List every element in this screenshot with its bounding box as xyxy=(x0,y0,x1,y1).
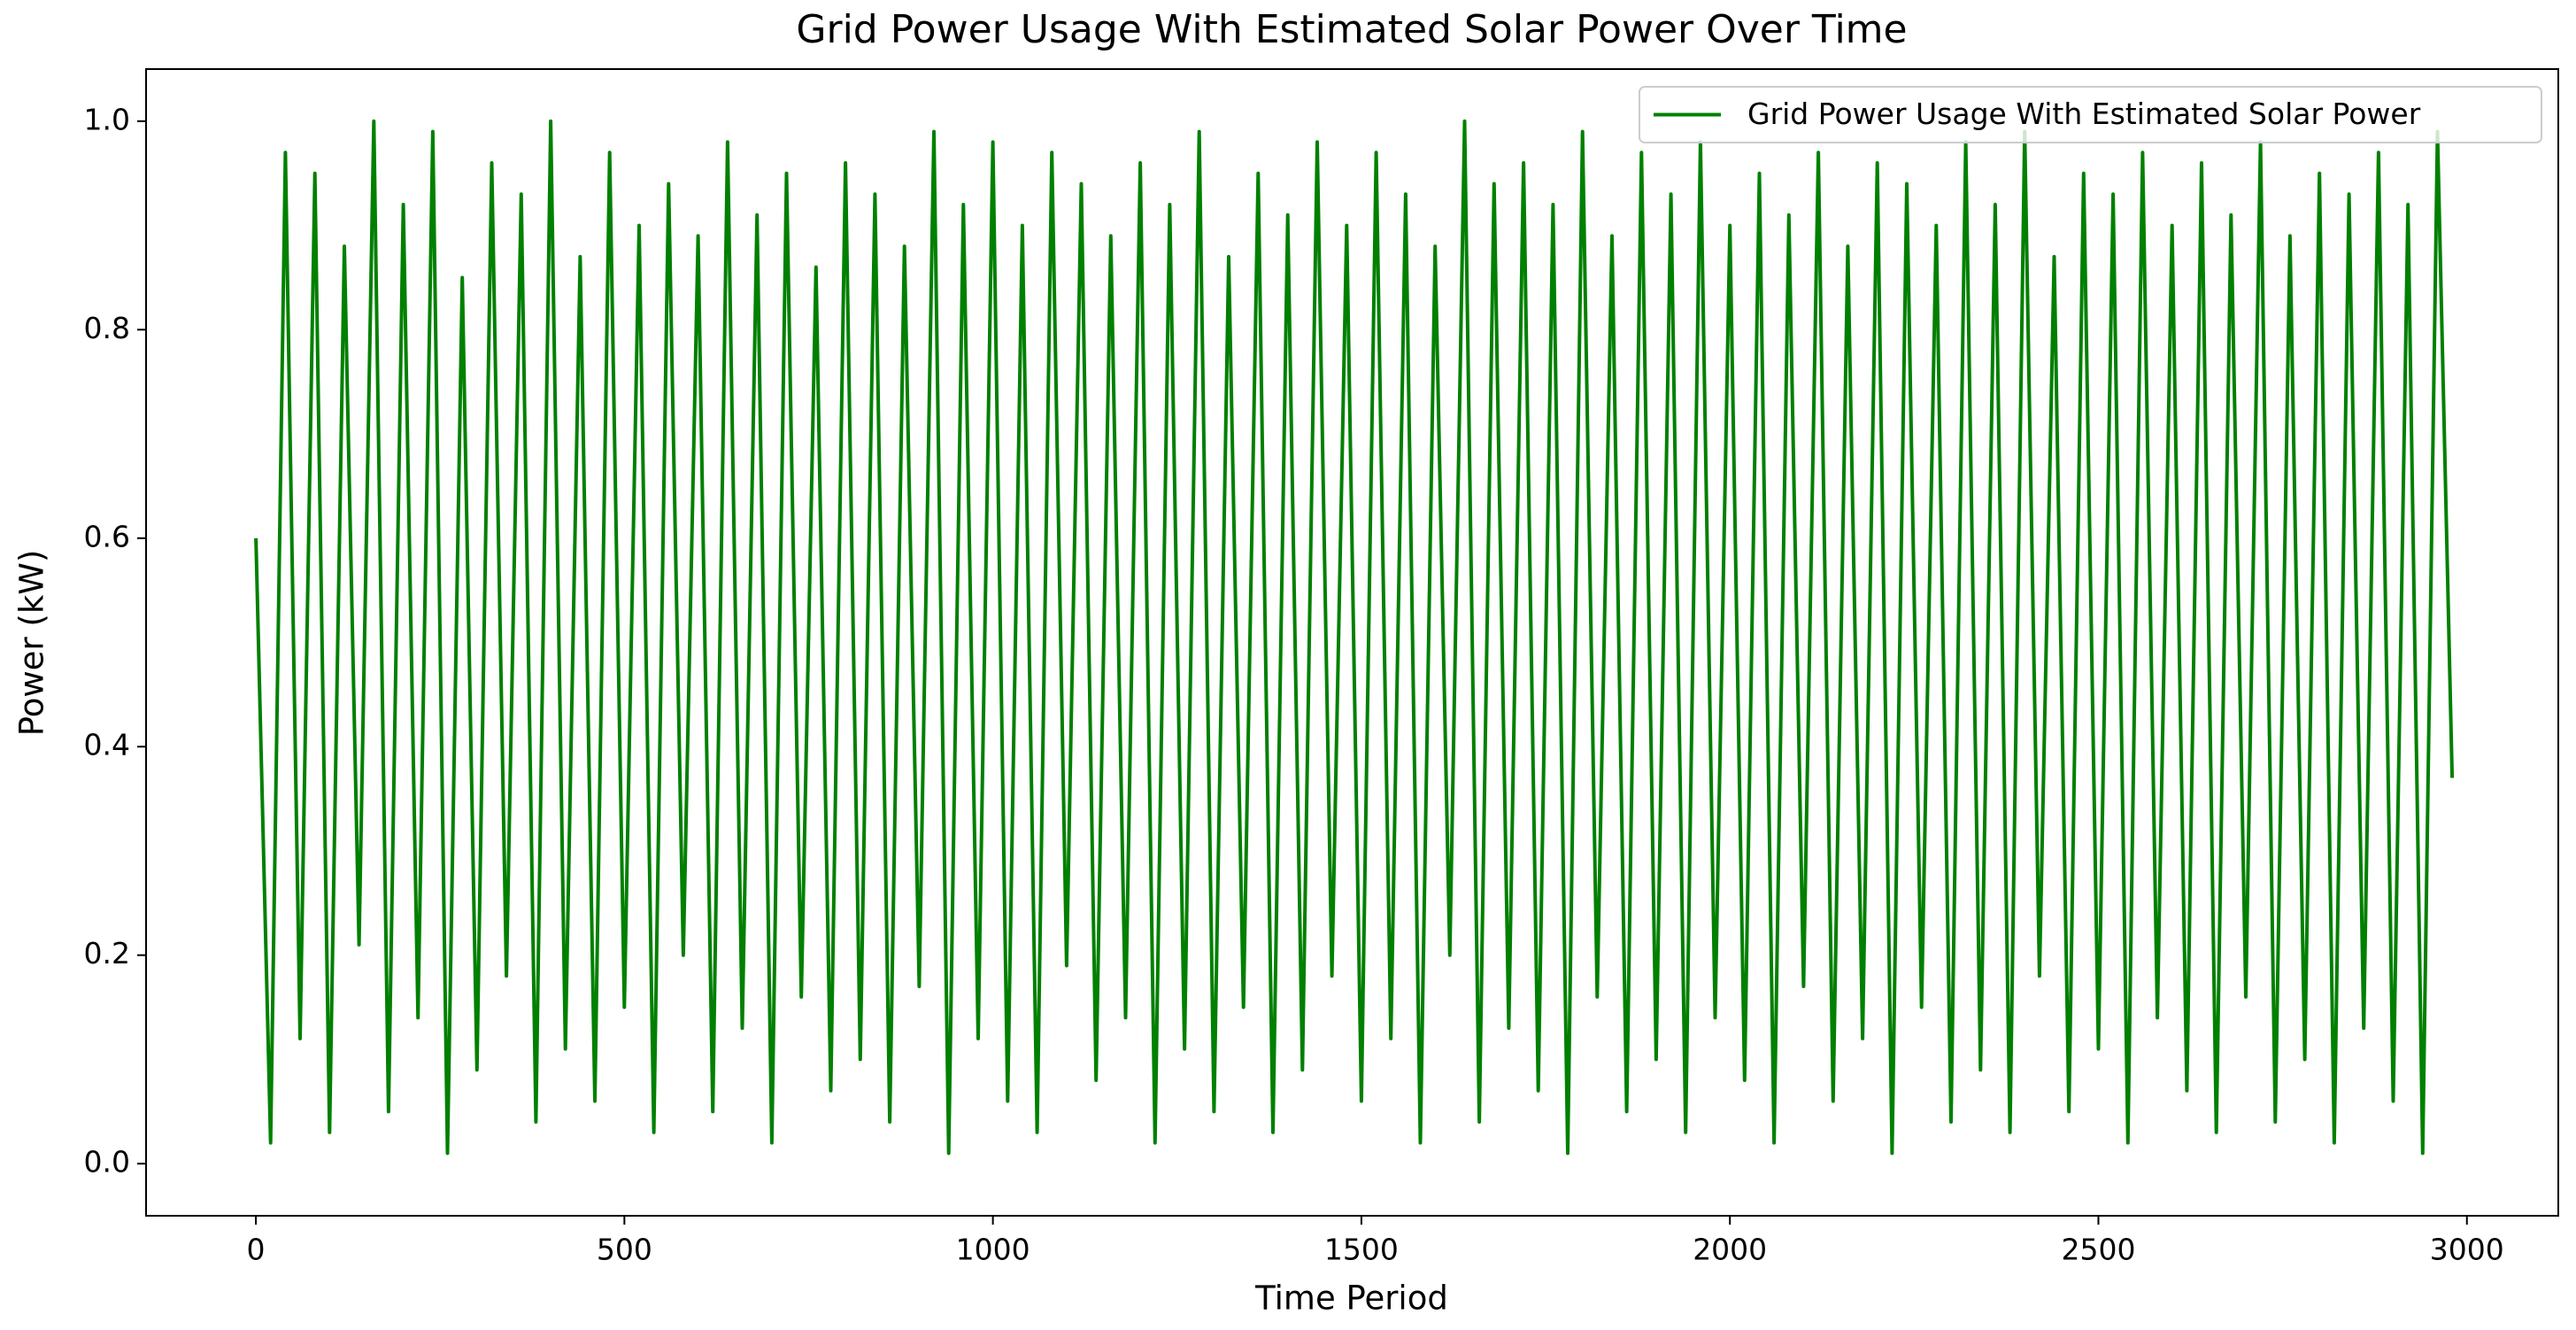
line-series xyxy=(254,119,2455,1156)
y-tick-label: 0.0 xyxy=(84,1145,130,1179)
x-tick-label: 1500 xyxy=(1324,1233,1399,1267)
y-tick-label: 1.0 xyxy=(84,102,130,136)
x-tick-label: 2500 xyxy=(2061,1233,2135,1267)
y-tick-label: 0.8 xyxy=(84,311,130,345)
x-tick-label: 0 xyxy=(247,1233,266,1267)
legend-label: Grid Power Usage With Estimated Solar Po… xyxy=(1747,97,2421,131)
x-tick-label: 1000 xyxy=(956,1233,1030,1267)
plot-frame xyxy=(145,68,2559,1217)
legend-box xyxy=(1639,86,2542,143)
y-tick-label: 0.6 xyxy=(84,519,130,553)
x-tick-label: 3000 xyxy=(2430,1233,2504,1267)
x-tick-label: 2000 xyxy=(1693,1233,1767,1267)
x-axis-label: Time Period xyxy=(1254,1280,1448,1318)
y-tick-label: 0.2 xyxy=(84,936,130,970)
chart-title: Grid Power Usage With Estimated Solar Po… xyxy=(796,7,1907,52)
y-tick-label: 0.4 xyxy=(84,728,130,762)
y-axis-label: Power (kW) xyxy=(13,550,51,737)
x-tick-label: 500 xyxy=(597,1233,652,1267)
